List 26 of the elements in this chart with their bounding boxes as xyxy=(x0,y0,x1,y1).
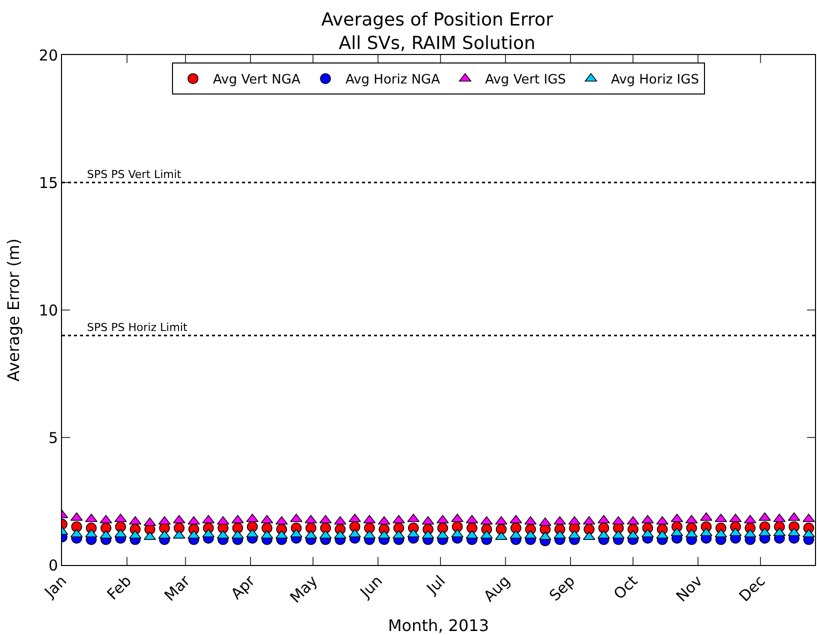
y-tick-label: 20 xyxy=(38,46,58,64)
y-tick-label: 5 xyxy=(48,428,58,447)
x-tick-label: Jan xyxy=(40,572,70,602)
x-tick-label: Mar xyxy=(160,571,194,605)
x-tick-label: Nov xyxy=(672,572,706,606)
x-tick-label: Aug xyxy=(480,572,514,606)
y-tick-label: 0 xyxy=(48,556,58,574)
legend-label: Avg Vert IGS xyxy=(485,72,566,88)
legend-label: Avg Horiz IGS xyxy=(610,72,699,88)
x-tick-label: Oct xyxy=(610,572,642,603)
legend-label: Avg Horiz NGA xyxy=(345,72,440,88)
ref-line-label: SPS PS Vert Limit xyxy=(87,168,182,181)
x-tick-label: Dec xyxy=(735,572,769,606)
y-axis-title: Average Error (m) xyxy=(4,238,23,382)
chart-title: Averages of Position Error xyxy=(321,9,554,30)
y-tick-label: 15 xyxy=(38,174,58,192)
x-tick-label: Feb xyxy=(103,572,135,604)
chart-subtitle: All SVs, RAIM Solution xyxy=(338,32,536,54)
x-axis-title: Month, 2013 xyxy=(388,616,490,635)
legend-label: Avg Vert NGA xyxy=(213,72,300,88)
x-tick-label: Sep xyxy=(546,572,578,605)
x-tick-label: Apr xyxy=(227,571,259,603)
x-tick-label: Jul xyxy=(422,572,449,598)
ref-line-label: SPS PS Horiz Limit xyxy=(87,321,188,334)
x-tick-label: Jun xyxy=(356,572,386,602)
y-tick-label: 10 xyxy=(38,301,58,320)
